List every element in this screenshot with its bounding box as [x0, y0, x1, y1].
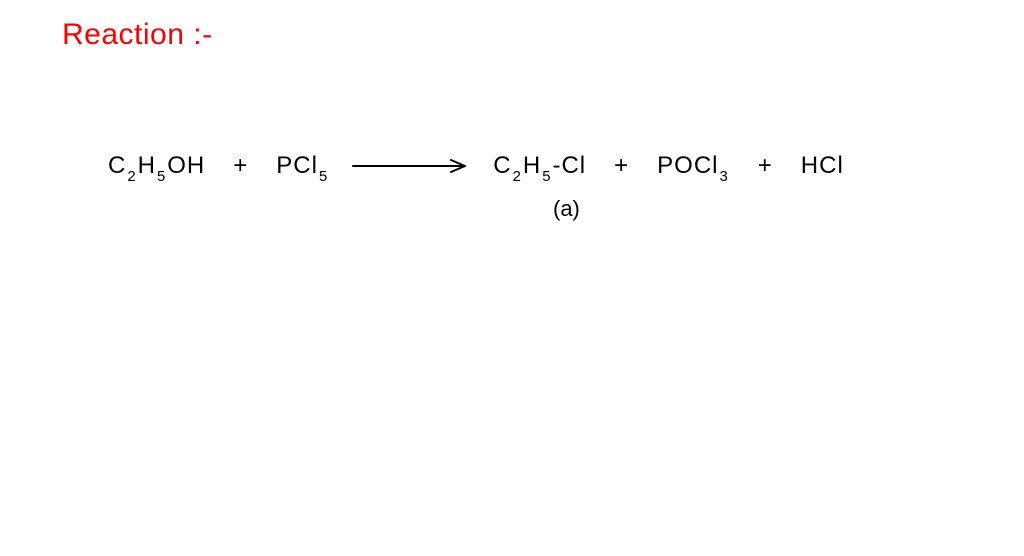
plus-sign: + — [227, 152, 254, 180]
product-pocl3: POCl 3 — [657, 152, 730, 180]
subscript: 2 — [513, 169, 522, 185]
subscript: 3 — [719, 169, 728, 185]
subscript: 5 — [319, 169, 328, 185]
reaction-equation: C 2 H 5 OH + PCl 5 C 2 H 5 -Cl + POCl — [108, 152, 844, 180]
reaction-heading: Reaction :- — [62, 18, 213, 52]
plus-sign: + — [752, 152, 779, 180]
subscript: 2 — [127, 169, 136, 185]
formula-part: H — [523, 152, 541, 180]
formula-part: OH — [167, 152, 205, 180]
subscript: 5 — [157, 169, 166, 185]
formula-part: PCl — [276, 152, 318, 180]
product-ethyl-chloride: C 2 H 5 -Cl — [493, 152, 586, 180]
formula-part: -Cl — [552, 152, 586, 180]
formula-part: POCl — [657, 152, 718, 180]
reactant-ethanol: C 2 H 5 OH — [108, 152, 205, 180]
formula-part: H — [138, 152, 156, 180]
product-hcl: HCl — [801, 152, 844, 180]
formula-part: C — [108, 152, 126, 180]
canvas: Reaction :- C 2 H 5 OH + PCl 5 C 2 H 5 -… — [0, 0, 1024, 556]
product-annotation-a: (a) — [553, 196, 580, 222]
reactant-pcl5: PCl 5 — [276, 152, 329, 180]
formula-part: C — [493, 152, 511, 180]
reaction-arrow — [351, 157, 471, 175]
plus-sign: + — [608, 152, 635, 180]
arrow-icon — [351, 157, 471, 175]
formula-part: HCl — [801, 152, 844, 180]
subscript: 5 — [542, 169, 551, 185]
